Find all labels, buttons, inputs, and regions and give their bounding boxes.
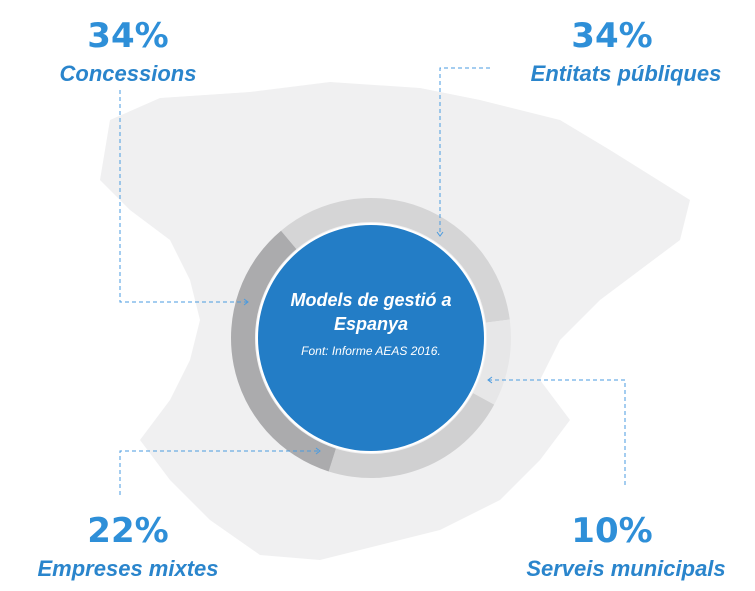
- value-label: 22%: [87, 511, 168, 551]
- category-label: Concessions: [60, 61, 197, 86]
- connector: [488, 379, 626, 485]
- category-label: Entitats públiques: [531, 61, 722, 86]
- arrow-head: [487, 376, 493, 384]
- donut-segment: [230, 230, 336, 472]
- category-label: Serveis municipals: [526, 556, 725, 581]
- category-label: Empreses mixtes: [38, 556, 219, 581]
- value-label: 10%: [571, 511, 652, 551]
- donut-segment: [328, 393, 495, 478]
- arrow-head: [315, 447, 321, 455]
- connector: [119, 450, 320, 495]
- donut-segment: [473, 319, 511, 405]
- connector: [439, 67, 490, 236]
- donut-segment: [281, 198, 510, 323]
- connector: [119, 90, 248, 303]
- arrow-head: [436, 231, 444, 237]
- arrow-head: [243, 298, 249, 306]
- value-label: 34%: [571, 16, 652, 56]
- chart-title: Models de gestió a Espanya: [290, 290, 452, 334]
- center-label: Models de gestió a Espanya Font: Informe…: [266, 288, 476, 358]
- donut-center: [256, 223, 486, 453]
- value-label: 34%: [87, 16, 168, 56]
- chart-subtitle: Font: Informe AEAS 2016.: [301, 344, 441, 358]
